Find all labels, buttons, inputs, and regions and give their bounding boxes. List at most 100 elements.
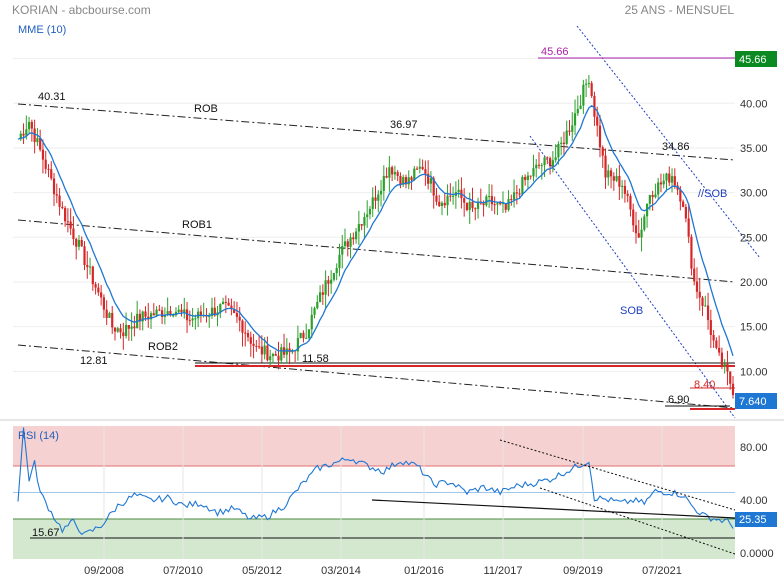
candle-body bbox=[526, 175, 530, 180]
candle-body bbox=[679, 189, 682, 202]
candle-body bbox=[704, 305, 707, 307]
x-tick-label: 09/2008 bbox=[84, 565, 124, 577]
candle-body bbox=[585, 83, 588, 85]
candle-body bbox=[540, 165, 543, 167]
candle-body bbox=[535, 164, 538, 169]
candle-body bbox=[357, 224, 360, 232]
candle-body bbox=[695, 281, 699, 292]
candle-body bbox=[183, 309, 186, 313]
candle-body bbox=[377, 194, 380, 201]
candle-body bbox=[374, 197, 377, 201]
candle-body bbox=[366, 214, 369, 218]
candle-body bbox=[404, 177, 408, 185]
candle-body bbox=[415, 168, 419, 170]
candle-body bbox=[371, 197, 374, 209]
price-tick-label: 40.00 bbox=[740, 98, 768, 110]
candle-body bbox=[80, 239, 83, 247]
candle-body bbox=[91, 266, 94, 285]
candle-body bbox=[438, 201, 441, 207]
candle-body bbox=[111, 313, 114, 328]
candle-body bbox=[72, 228, 75, 239]
candle-body bbox=[36, 138, 39, 143]
rsi-tick-label: 0.0000 bbox=[740, 548, 774, 560]
candle-body bbox=[296, 338, 300, 352]
label-rob2: ROB2 bbox=[148, 341, 178, 353]
candle-body bbox=[399, 175, 402, 185]
label-rsi-low: 15.67 bbox=[32, 527, 60, 539]
candle-body bbox=[352, 237, 355, 240]
rsi-tick-label: 80.00 bbox=[740, 442, 768, 454]
candle-body bbox=[560, 142, 563, 144]
candle-body bbox=[19, 133, 22, 140]
price-tick-label: 15.00 bbox=[740, 322, 768, 334]
candle-body bbox=[659, 182, 663, 185]
label-parallel-sob: //SOB bbox=[698, 188, 727, 200]
candle-body bbox=[263, 345, 266, 355]
candle-body bbox=[41, 149, 45, 160]
candle-body bbox=[33, 128, 36, 143]
candle-body bbox=[410, 177, 413, 181]
candle-body bbox=[687, 218, 690, 237]
candle-body bbox=[668, 173, 671, 183]
candle-body bbox=[66, 221, 69, 223]
candle-body bbox=[166, 310, 169, 315]
candle-body bbox=[596, 116, 599, 126]
candle-body bbox=[706, 305, 710, 321]
x-tick-label: 03/2014 bbox=[321, 565, 361, 577]
candle-body bbox=[393, 172, 396, 175]
rsi-support-trendline bbox=[371, 499, 736, 519]
candle-body bbox=[58, 195, 61, 207]
label-recent-level: 8.40 bbox=[694, 379, 715, 391]
candle-body bbox=[355, 231, 358, 240]
candle-body bbox=[598, 125, 602, 148]
candle-body bbox=[496, 203, 499, 205]
candle-body bbox=[726, 363, 729, 372]
candle-body bbox=[230, 305, 233, 309]
candle-body bbox=[565, 130, 568, 144]
candle-body bbox=[723, 363, 726, 367]
candle-body bbox=[731, 383, 735, 396]
candle-body bbox=[83, 246, 86, 266]
x-tick-label: 07/2010 bbox=[163, 565, 203, 577]
candle-body bbox=[249, 337, 252, 344]
candle-body bbox=[615, 175, 618, 181]
mme-legend: MME (10) bbox=[18, 24, 66, 36]
candle-body bbox=[191, 318, 194, 321]
candle-body bbox=[471, 201, 474, 209]
price-panel-bg bbox=[0, 0, 784, 421]
candle-body bbox=[690, 236, 693, 269]
candle-body bbox=[729, 371, 732, 384]
candle-body bbox=[385, 175, 388, 178]
last-price-badge bbox=[735, 393, 777, 409]
candle-body bbox=[418, 166, 421, 169]
candle-body bbox=[524, 176, 527, 180]
candle-body bbox=[529, 175, 532, 177]
x-tick-label: 07/2021 bbox=[642, 565, 682, 577]
candle-body bbox=[180, 309, 183, 313]
price-tick-label: 30.00 bbox=[740, 188, 768, 200]
candle-body bbox=[302, 332, 305, 339]
candle-body bbox=[127, 324, 130, 329]
label-peak-2008: 40.31 bbox=[38, 91, 66, 103]
candle-body bbox=[124, 324, 128, 337]
candle-body bbox=[637, 233, 640, 238]
candle-body bbox=[651, 195, 654, 198]
candle-body bbox=[324, 280, 327, 295]
candle-body bbox=[468, 201, 471, 210]
candle-body bbox=[482, 203, 485, 206]
candle-body bbox=[701, 297, 704, 306]
candle-body bbox=[94, 284, 97, 288]
candle-body bbox=[573, 113, 577, 126]
candle-body bbox=[488, 196, 491, 198]
candle-body bbox=[654, 194, 657, 198]
candle-body bbox=[330, 279, 333, 284]
candle-body bbox=[122, 332, 125, 337]
candle-body bbox=[609, 170, 613, 177]
candle-body bbox=[69, 221, 72, 229]
candle-body bbox=[698, 291, 701, 298]
candle-body bbox=[335, 267, 338, 274]
candle-body bbox=[440, 202, 444, 207]
candle-body bbox=[682, 201, 685, 207]
candle-body bbox=[429, 178, 433, 184]
